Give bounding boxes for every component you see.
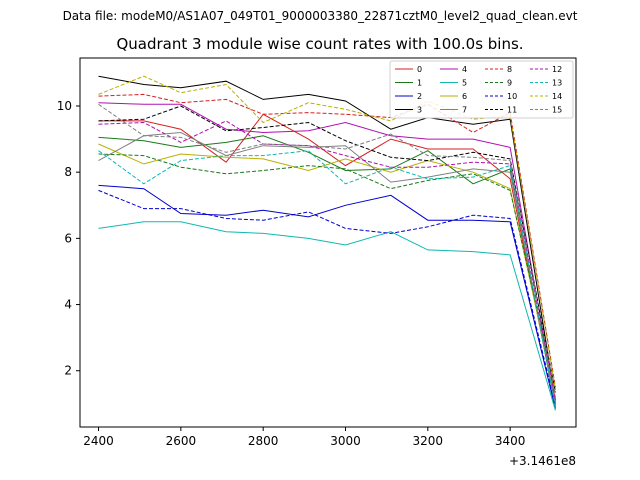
series-line-15 bbox=[98, 103, 556, 394]
series-line-8 bbox=[98, 93, 556, 388]
series-line-0 bbox=[98, 113, 556, 404]
y-tick-label: 4 bbox=[64, 298, 72, 312]
series-line-11 bbox=[98, 105, 556, 393]
legend-entry: 13 bbox=[552, 79, 562, 88]
plot-area bbox=[80, 58, 576, 427]
legend-entry: 1 bbox=[417, 79, 422, 88]
legend-entry: 14 bbox=[552, 92, 562, 101]
x-tick-label: 3200 bbox=[413, 434, 444, 448]
legend-entry: 8 bbox=[507, 65, 512, 74]
file-title: Data file: modeM0/AS1A07_049T01_90000033… bbox=[62, 9, 578, 23]
series-line-10 bbox=[98, 189, 556, 406]
plot-frame bbox=[79, 57, 577, 428]
series-line-5 bbox=[98, 221, 556, 411]
legend-entry: 2 bbox=[417, 92, 422, 101]
legend-entry: 12 bbox=[552, 65, 562, 74]
legend-entry: 10 bbox=[507, 92, 517, 101]
legend-box bbox=[389, 60, 574, 119]
series-line-4 bbox=[98, 102, 556, 403]
legend-entry: 6 bbox=[462, 92, 467, 101]
y-tick-label: 8 bbox=[64, 165, 72, 179]
x-tick-label: 3400 bbox=[495, 434, 526, 448]
x-tick-label: 2600 bbox=[166, 434, 197, 448]
legend-entry: 4 bbox=[462, 65, 467, 74]
legend-entry: 0 bbox=[417, 65, 422, 74]
x-tick-label: 2400 bbox=[83, 434, 114, 448]
x-offset-label: +3.1461e8 bbox=[509, 454, 576, 468]
x-tick-label: 2800 bbox=[248, 434, 279, 448]
x-tick-label: 3000 bbox=[330, 434, 361, 448]
y-tick-label: 2 bbox=[64, 364, 72, 378]
series-line-3 bbox=[98, 75, 556, 401]
legend-entry: 15 bbox=[552, 106, 562, 115]
legend-entry: 5 bbox=[462, 79, 467, 88]
y-tick-label: 10 bbox=[57, 99, 72, 113]
y-tick-label: 6 bbox=[64, 231, 72, 245]
chart-title: Quadrant 3 module wise count rates with … bbox=[116, 35, 524, 53]
series-layer bbox=[98, 75, 556, 411]
legend-entry: 3 bbox=[417, 106, 422, 115]
series-line-13 bbox=[98, 150, 556, 408]
legend-entry: 7 bbox=[462, 106, 467, 115]
series-line-7 bbox=[98, 131, 556, 404]
series-line-2 bbox=[98, 184, 556, 409]
series-line-1 bbox=[98, 135, 556, 408]
legend-entry: 9 bbox=[507, 79, 512, 88]
series-line-12 bbox=[98, 120, 556, 399]
legend-entry: 11 bbox=[507, 106, 517, 115]
